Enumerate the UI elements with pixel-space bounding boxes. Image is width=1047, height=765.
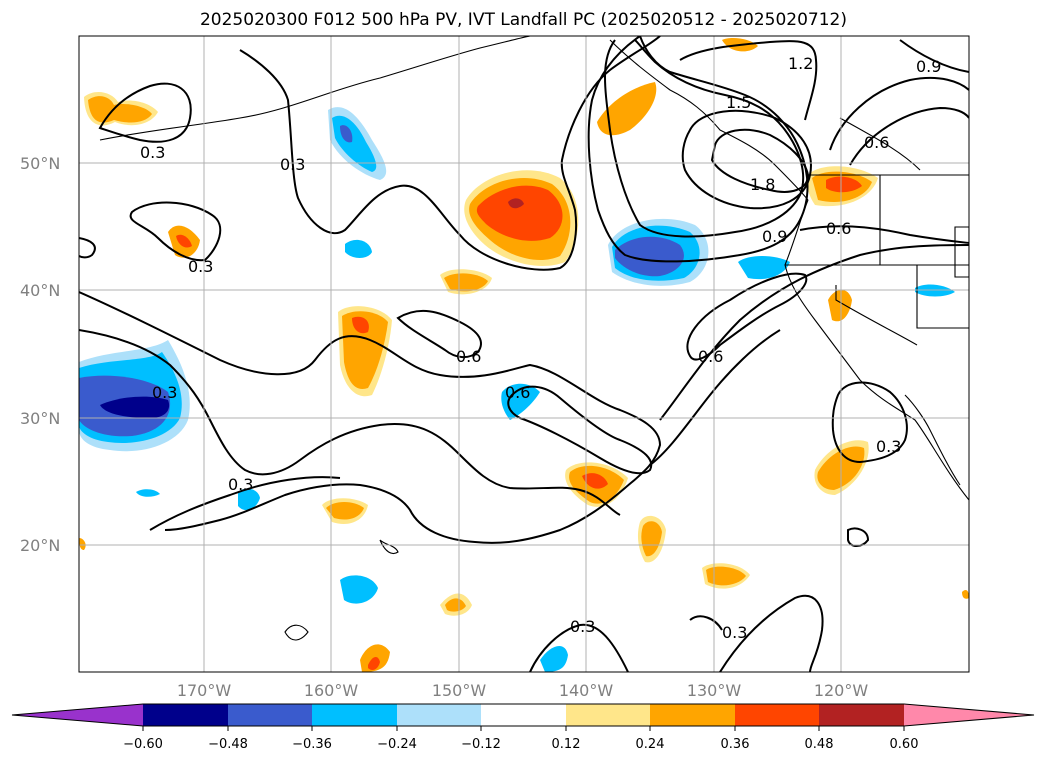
positive-anomaly-coast	[828, 289, 852, 322]
contour-label: 0.6	[826, 219, 851, 238]
contour-label: 1.2	[788, 54, 813, 73]
lat-label: 20°N	[20, 536, 60, 555]
shaded-anomalies	[79, 38, 969, 672]
lon-label: 150°W	[432, 681, 487, 700]
map-title: 2025020300 F012 500 hPa PV, IVT Landfall…	[199, 10, 847, 30]
contour-label: 0.3	[280, 155, 305, 174]
contour-label: 0.6	[698, 347, 723, 366]
negative-anomaly-small	[345, 239, 372, 258]
map-frame	[78, 35, 970, 673]
colorbar-segment	[735, 704, 819, 726]
negative-anomaly-south-3	[340, 575, 378, 604]
lat-label: 30°N	[20, 409, 60, 428]
contour-label: 0.6	[864, 133, 889, 152]
contour-label: 0.9	[916, 57, 941, 76]
negative-anomaly-south-2	[136, 489, 160, 497]
colorbar-tick: −0.36	[292, 737, 332, 752]
colorbar-segment	[566, 704, 650, 726]
positive-anomaly-large	[464, 170, 579, 266]
contour-label: 0.3	[228, 475, 253, 494]
contour-label: 1.8	[750, 175, 775, 194]
contour-label: 0.3	[188, 257, 213, 276]
colorbar-segment	[312, 704, 397, 726]
negative-anomaly-west	[79, 340, 190, 452]
contour-label: 0.3	[876, 437, 901, 456]
colorbar-segment	[904, 704, 1034, 726]
negative-anomaly-south-1	[238, 488, 260, 511]
colorbar-tick: −0.24	[377, 737, 417, 752]
contour-label: 0.3	[722, 623, 747, 642]
contour-label: 0.3	[570, 617, 595, 636]
contour-label: 0.3	[152, 383, 177, 402]
map-area: 0.3 0.3 0.3 0.3 0.3 0.3 0.3 0.6 0.6 0.6 …	[79, 36, 969, 672]
longitude-labels: 170°W 160°W 150°W 140°W 130°W 120°W	[177, 681, 869, 700]
positive-anomaly-ne	[597, 82, 657, 136]
colorbar-segment	[397, 704, 481, 726]
negative-anomaly-east	[738, 256, 790, 280]
contour-label: 0.6	[505, 383, 530, 402]
negative-anomaly-north	[328, 107, 387, 180]
colorbar-tick: 0.24	[636, 737, 665, 752]
colorbar-tick: 0.48	[805, 737, 834, 752]
colorbar-segment	[143, 704, 228, 726]
lon-label: 120°W	[814, 681, 869, 700]
colorbar-tick: 0.60	[890, 737, 919, 752]
contour-label: 1.5	[726, 93, 751, 112]
lon-label: 160°W	[304, 681, 359, 700]
lat-label: 40°N	[20, 281, 60, 300]
colorbar-tick: −0.60	[123, 737, 163, 752]
colorbar-tick: 0.12	[552, 737, 581, 752]
colorbar-tick: 0.36	[721, 737, 750, 752]
colorbar-segment	[228, 704, 312, 726]
negative-anomaly-coast	[915, 284, 955, 297]
contour-label: 0.6	[456, 347, 481, 366]
contour-label: 0.9	[762, 227, 787, 246]
lon-label: 130°W	[687, 681, 742, 700]
colorbar: −0.60 −0.48 −0.36 −0.24 −0.12 0.12 0.24 …	[11, 703, 1035, 752]
colorbar-segment	[819, 704, 904, 726]
lon-label: 170°W	[177, 681, 232, 700]
colorbar-segment	[12, 704, 143, 726]
colorbar-segment	[650, 704, 735, 726]
negative-anomaly-south-4	[540, 645, 568, 672]
colorbar-tick: −0.48	[208, 737, 248, 752]
coastlines	[99, 36, 969, 641]
lat-label: 50°N	[20, 154, 60, 173]
contour-label: 0.3	[140, 143, 165, 162]
map-gridlines	[79, 36, 969, 672]
pv-contours	[79, 36, 969, 672]
lon-label: 140°W	[559, 681, 614, 700]
colorbar-segment	[481, 704, 566, 726]
latitude-labels: 50°N 40°N 30°N 20°N	[20, 154, 60, 555]
colorbar-tick: −0.12	[461, 737, 501, 752]
contour-labels: 0.3 0.3 0.3 0.3 0.3 0.3 0.3 0.6 0.6 0.6 …	[140, 54, 941, 642]
